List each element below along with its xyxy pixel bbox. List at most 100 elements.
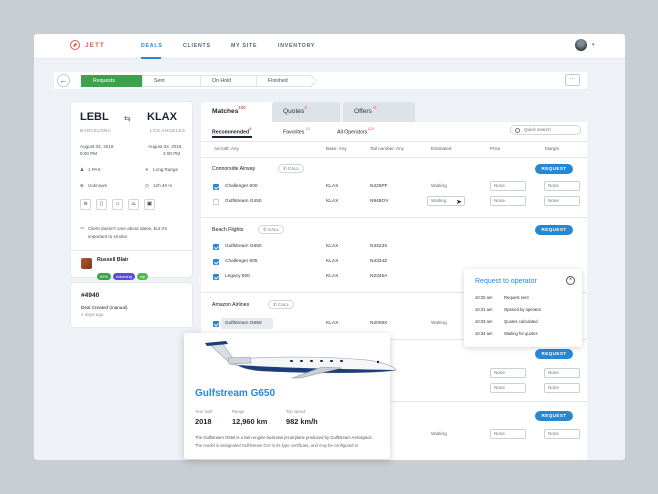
- chevron-down-icon[interactable]: ▾: [592, 42, 595, 48]
- column-aircraft[interactable]: Aircraft: Any: [214, 146, 239, 151]
- price-input[interactable]: None: [490, 196, 526, 206]
- tail-number: N948OV: [370, 199, 389, 204]
- price-input[interactable]: None: [490, 368, 526, 378]
- step-sent[interactable]: Sent: [142, 75, 206, 87]
- estimated-status: Waiting: [431, 184, 447, 189]
- price-input[interactable]: None: [490, 181, 526, 191]
- column-tail-number[interactable]: Tail number: Any: [370, 146, 404, 151]
- deal-time: 2 days ago: [81, 312, 104, 317]
- margin-input[interactable]: None: [544, 181, 580, 191]
- request-popover: Request to operator × 10:20 am Request s…: [464, 269, 582, 347]
- cursor-icon: ➤: [456, 199, 462, 206]
- estimated-status[interactable]: Waiting: [427, 196, 465, 206]
- step-on-hold[interactable]: On Hold: [200, 75, 262, 87]
- estimated-status: Waiting: [431, 432, 447, 437]
- call-button[interactable]: ✆ CALL: [258, 225, 284, 234]
- row-checkbox[interactable]: [213, 274, 219, 280]
- category-icon: ⊕: [80, 183, 84, 188]
- plane-icon: ✈: [145, 167, 149, 172]
- operator-group: [201, 157, 587, 217]
- client-avatar[interactable]: [81, 258, 92, 269]
- nav-deals[interactable]: DEALS: [141, 43, 163, 49]
- aircraft-name[interactable]: Gulfstream G450: [225, 199, 262, 204]
- tab-quotes[interactable]: Quotes3: [272, 102, 340, 122]
- step-finished[interactable]: Finished: [256, 75, 317, 87]
- aircraft-name[interactable]: Challenger 600: [225, 184, 258, 189]
- request-button[interactable]: REQUEST: [535, 164, 573, 174]
- active-nav-indicator: [141, 57, 161, 59]
- comment-icon: ▭: [80, 225, 85, 230]
- row-checkbox[interactable]: [213, 199, 219, 205]
- row-checkbox[interactable]: [213, 184, 219, 190]
- deal-description: Deal Created (manual): [81, 305, 128, 310]
- nav-inventory[interactable]: INVENTORY: [278, 43, 316, 49]
- estimated-status: Waiting: [431, 321, 447, 326]
- operator-name[interactable]: Beach Flights: [212, 227, 244, 233]
- margin-input[interactable]: None: [544, 383, 580, 393]
- deal-id: #4940: [81, 292, 100, 299]
- tail-number: N2009X: [370, 321, 388, 326]
- client-name[interactable]: Russell Blair: [97, 257, 129, 263]
- row-checkbox[interactable]: [213, 321, 219, 327]
- brand-logo[interactable]: JETT: [70, 40, 105, 50]
- margin-input[interactable]: None: [544, 196, 580, 206]
- tail-number: N3423X: [370, 244, 388, 249]
- wifi-icon: ≋: [80, 199, 91, 210]
- spec-label: Top speed: [286, 409, 306, 414]
- subtab-all-operators[interactable]: All Operators120: [337, 126, 374, 136]
- aircraft-name[interactable]: Challenger 605: [225, 259, 258, 264]
- request-button[interactable]: REQUEST: [535, 225, 573, 235]
- user-avatar[interactable]: [575, 39, 587, 51]
- arrival-date: August 03, 2018: [148, 144, 182, 149]
- catering-icon: ⌓: [128, 199, 139, 210]
- operator-name[interactable]: Connorside Airway: [212, 166, 256, 172]
- spec-label: Year built: [195, 409, 213, 414]
- row-highlight: [221, 318, 273, 329]
- event-time: 10:33 am: [475, 319, 493, 324]
- request-button[interactable]: REQUEST: [535, 411, 573, 421]
- base-code: KLAX: [326, 244, 339, 249]
- vip-tag: vip: [136, 273, 148, 280]
- person-icon: ♟: [80, 167, 85, 172]
- aircraft-name[interactable]: Gulfstream G650: [225, 244, 262, 249]
- destination-city: LOS ANGELES: [150, 128, 186, 133]
- subtab-favorites[interactable]: Favorites 12: [283, 126, 311, 136]
- nav-clients[interactable]: CLIENTS: [183, 43, 211, 49]
- origin-city: BARCELONA: [80, 128, 112, 133]
- step-requests[interactable]: Requests: [81, 75, 148, 87]
- margin-input[interactable]: None: [544, 429, 580, 439]
- flight-duration: 12h 40 m: [153, 183, 173, 188]
- call-button[interactable]: ✆ CALL: [268, 300, 294, 309]
- clock-icon: ◷: [145, 183, 150, 188]
- call-button[interactable]: ✆ CALL: [278, 164, 304, 173]
- margin-input[interactable]: None: [544, 368, 580, 378]
- back-arrow-icon[interactable]: ←: [57, 74, 70, 87]
- column-estimated: Estimated: [431, 146, 452, 151]
- column-base[interactable]: Base: Any: [326, 146, 347, 151]
- destination-code: KLAX: [147, 111, 177, 123]
- tab-matches[interactable]: Matches100: [201, 102, 273, 122]
- spec-value: 982 km/h: [286, 417, 318, 426]
- more-options-button[interactable]: ···: [565, 74, 580, 86]
- lavatory-icon: ▣: [144, 199, 155, 210]
- aircraft-name[interactable]: Legacy 500: [225, 274, 250, 279]
- request-button[interactable]: REQUEST: [535, 349, 573, 359]
- search-input[interactable]: Quick search: [510, 125, 581, 135]
- price-input[interactable]: None: [490, 429, 526, 439]
- row-checkbox[interactable]: [213, 259, 219, 265]
- range-type: Long Range: [153, 167, 179, 172]
- subtab-recommended[interactable]: Recommended8: [212, 126, 252, 136]
- trip-details-card: [71, 102, 192, 277]
- tail-number: N4334Z: [370, 259, 388, 264]
- price-input[interactable]: None: [490, 383, 526, 393]
- tab-offers[interactable]: Offers+1: [343, 102, 415, 122]
- client-note: Client doesn't care about dates, but It'…: [88, 226, 168, 239]
- close-icon[interactable]: ×: [566, 276, 575, 285]
- event-time: 10:31 am: [475, 307, 493, 312]
- nav-my-site[interactable]: MY SITE: [231, 43, 258, 49]
- tail-number: N2345A: [370, 274, 388, 279]
- aircraft-name[interactable]: Gulfstream G650: [225, 321, 262, 326]
- operator-name[interactable]: Amazon Airlines: [212, 302, 250, 308]
- aircraft-title: Gulfstream G650: [195, 388, 276, 399]
- row-checkbox[interactable]: [213, 244, 219, 250]
